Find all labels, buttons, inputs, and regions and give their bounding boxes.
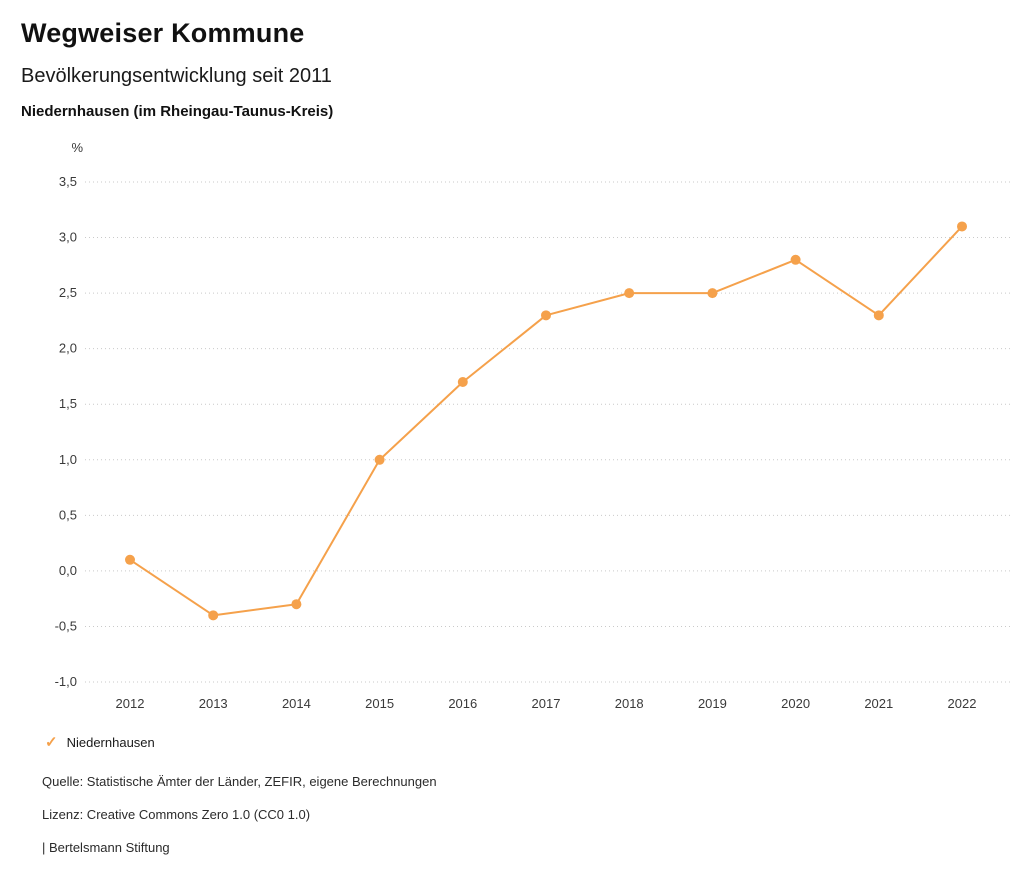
data-point[interactable] (457, 377, 468, 387)
data-point[interactable] (208, 610, 219, 621)
y-tick-label: -0,5 (55, 618, 77, 633)
chart-region-label: Niedernhausen (im Rheingau-Taunus-Kreis) (21, 103, 334, 120)
source-text: Quelle: Statistische Ämter der Länder, Z… (42, 774, 437, 789)
footer: Quelle: Statistische Ämter der Länder, Z… (21, 774, 1003, 855)
series-line (129, 225, 963, 617)
data-point[interactable] (624, 288, 635, 299)
x-tick-label: 2015 (365, 696, 394, 711)
data-point[interactable] (790, 254, 801, 265)
y-tick-label: 1,0 (59, 452, 77, 467)
x-tick-label: 2019 (698, 696, 727, 711)
x-tick-label: 2017 (532, 696, 561, 711)
x-tick-label: 2022 (948, 696, 977, 711)
y-tick-label: 0,0 (59, 563, 77, 578)
x-tick-label: 2016 (448, 696, 477, 711)
x-tick-label: 2021 (864, 696, 893, 711)
data-point[interactable] (873, 310, 884, 321)
data-point[interactable] (374, 454, 385, 465)
attribution-text: | Bertelsmann Stiftung (42, 840, 170, 855)
data-point[interactable] (291, 599, 302, 610)
x-tick-label: 2014 (282, 696, 311, 711)
y-tick-label: -1,0 (55, 674, 77, 689)
y-tick-label: 2,5 (59, 285, 77, 300)
y-tick-label: 2,0 (59, 341, 77, 356)
y-tick-label: 0,5 (59, 507, 77, 522)
y-tick-label: 3,0 (59, 230, 77, 245)
page-title: Wegweiser Kommune (21, 18, 305, 48)
y-axis-unit-label: % (71, 140, 83, 155)
license-text: Lizenz: Creative Commons Zero 1.0 (CC0 1… (42, 807, 311, 822)
legend-item-label: Niedernhausen (66, 735, 155, 750)
legend-check-icon: ✓ (45, 734, 58, 751)
legend: ✓ Niedernhausen (21, 735, 1003, 750)
x-tick-label: 2018 (615, 696, 644, 711)
chart-area: % -1,0 -0,5 0,0 0,5 1,0 1,5 2,0 2,5 3,0 3,5 2012 201… (21, 126, 1013, 721)
y-tick-label: 1,5 (59, 396, 77, 411)
x-tick-label: 2020 (781, 696, 810, 711)
data-point[interactable] (125, 554, 135, 565)
data-point[interactable] (707, 288, 718, 299)
x-tick-label: 2013 (199, 696, 228, 711)
y-tick-label: 3,5 (59, 174, 77, 189)
data-point[interactable] (957, 221, 967, 232)
chart-subtitle: Bevölkerungsentwicklung seit 2011 (21, 65, 332, 87)
page: Wegweiser Kommune Bevölkerungsentwicklun… (21, 18, 1013, 855)
legend-item-niedernhausen[interactable]: ✓ Niedernhausen (45, 735, 155, 750)
x-tick-label: 2012 (116, 696, 145, 711)
data-point[interactable] (541, 310, 551, 321)
population-line-chart: % -1,0 -0,5 0,0 0,5 1,0 1,5 2,0 2,5 3,0 3,5 2012 201… (55, 140, 1013, 711)
